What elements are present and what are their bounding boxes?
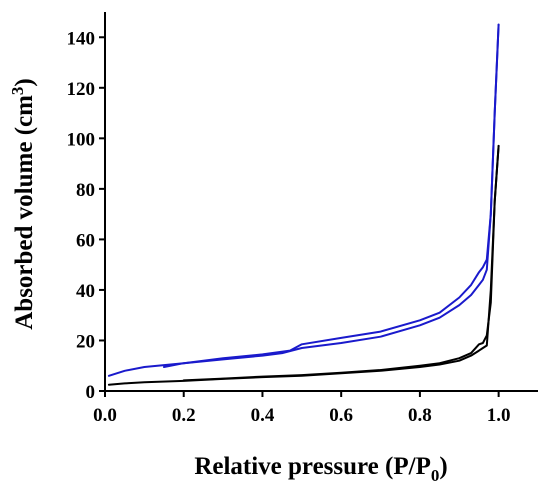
x-tick-label: 0.2: [172, 405, 196, 426]
y-tick-label: 40: [76, 281, 95, 302]
series-line-black-adsorption: [109, 146, 499, 385]
x-axis-title-end: ): [439, 453, 447, 480]
y-tick-label: 60: [76, 230, 95, 251]
x-tick-label: 1.0: [487, 405, 511, 426]
y-axis-title: Absorbed volume (cm3): [8, 78, 38, 330]
series-line-blue-desorption: [164, 25, 499, 367]
x-tick-label: 0.8: [408, 405, 432, 426]
x-axis-title-subscript: 0: [431, 466, 440, 485]
series-layer: [109, 25, 499, 385]
y-tick-label: 140: [67, 28, 96, 49]
y-axis-title-superscript: 3: [8, 87, 27, 96]
y-axis-title-end: ): [11, 78, 38, 86]
y-tick-label: 100: [67, 129, 96, 150]
series-line-black-desorption: [184, 146, 499, 381]
y-axis-title-main: Absorbed volume (cm: [11, 95, 38, 330]
y-tick-label: 0: [86, 382, 96, 403]
series-line-blue-adsorption: [109, 25, 499, 376]
y-tick-label: 20: [76, 331, 95, 352]
x-axis-title-main: Relative pressure (P/P: [194, 453, 431, 480]
y-tick-label: 80: [76, 180, 95, 201]
axes-layer: [105, 12, 538, 391]
ticks-layer: 0.0 0.2 0.4 0.6 0.8 1.0 0 20 40 60 80 100 120 140: [67, 28, 511, 426]
y-tick-label: 120: [67, 79, 96, 100]
x-tick-label: 0.0: [93, 405, 117, 426]
x-tick-label: 0.6: [329, 405, 353, 426]
x-axis-title: Relative pressure (P/P0): [194, 453, 447, 485]
x-tick-label: 0.4: [251, 405, 275, 426]
